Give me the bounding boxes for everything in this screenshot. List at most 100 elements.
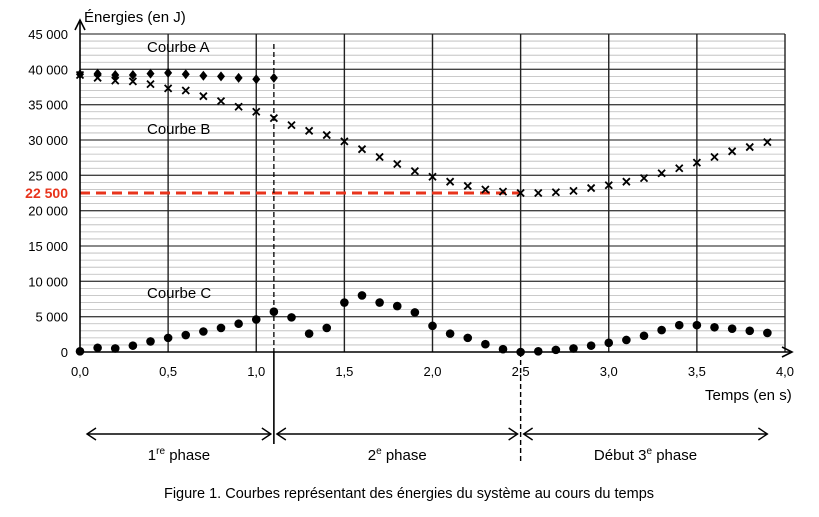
data-point-courbe-a	[181, 69, 190, 80]
data-point-courbe-c	[304, 329, 314, 338]
series-label-courbe-c: Courbe C	[147, 285, 211, 302]
phase-label: 2e phase	[368, 446, 427, 464]
data-point-courbe-b	[111, 76, 120, 85]
data-point-courbe-a	[128, 69, 137, 80]
data-point-courbe-b	[93, 73, 102, 82]
data-point-courbe-c	[445, 329, 455, 338]
x-axis-arrow	[781, 346, 794, 358]
data-point-courbe-b	[639, 174, 649, 183]
data-point-courbe-b	[551, 188, 561, 197]
data-point-courbe-c	[199, 327, 208, 336]
data-point-courbe-c	[674, 320, 684, 330]
y-tick-label: 40 000	[28, 62, 68, 77]
y-tick-label: 30 000	[28, 133, 68, 148]
y-tick-label: 20 000	[28, 204, 68, 219]
data-point-courbe-b	[410, 166, 420, 176]
data-point-courbe-c	[586, 341, 596, 350]
data-point-courbe-b	[604, 181, 613, 190]
x-tick-label: 4,0	[776, 364, 794, 379]
data-point-courbe-c	[763, 328, 772, 338]
data-point-courbe-c	[357, 291, 367, 300]
data-point-courbe-b	[586, 183, 596, 193]
data-point-courbe-b	[375, 152, 384, 162]
data-point-courbe-a	[234, 72, 243, 83]
x-tick-label: 3,0	[600, 364, 618, 379]
y-tick-label: 35 000	[28, 98, 68, 113]
data-point-courbe-c	[657, 325, 666, 335]
data-point-courbe-c	[710, 322, 719, 332]
data-point-courbe-b	[128, 77, 138, 86]
data-point-courbe-c	[498, 344, 508, 354]
data-point-courbe-c	[481, 339, 490, 349]
data-point-courbe-b	[745, 142, 754, 152]
phase-arrow-head-right	[508, 427, 519, 441]
data-point-courbe-c	[128, 341, 138, 350]
data-point-courbe-b	[481, 185, 490, 194]
data-point-courbe-a	[199, 70, 208, 81]
data-point-courbe-b	[516, 188, 525, 198]
data-point-courbe-b	[181, 86, 190, 95]
data-point-courbe-c	[234, 319, 243, 329]
data-point-courbe-b	[569, 186, 578, 196]
phase-arrow-head-left	[85, 427, 97, 441]
data-point-courbe-c	[93, 343, 102, 353]
y-tick-label: 15 000	[28, 239, 68, 254]
data-point-courbe-b	[710, 152, 719, 162]
data-point-courbe-c	[410, 308, 420, 317]
data-point-courbe-b	[727, 147, 737, 156]
y-tick-label: 25 000	[28, 168, 68, 183]
data-point-courbe-c	[604, 338, 614, 348]
data-point-courbe-b	[269, 113, 279, 123]
data-point-courbe-b	[534, 188, 543, 198]
data-point-courbe-c	[181, 330, 191, 340]
data-point-courbe-b	[340, 137, 349, 146]
data-point-courbe-b	[252, 107, 261, 116]
data-point-courbe-c	[727, 324, 737, 333]
data-point-courbe-b	[163, 84, 173, 93]
data-point-courbe-c	[163, 333, 173, 343]
data-point-courbe-a	[217, 71, 225, 82]
data-point-courbe-a	[146, 68, 155, 79]
data-point-courbe-c	[463, 333, 473, 343]
y-tick-label: 0	[61, 345, 68, 360]
data-point-courbe-c	[533, 346, 543, 356]
data-point-courbe-b	[304, 126, 314, 135]
x-tick-label: 1,0	[247, 364, 265, 379]
data-point-courbe-c	[146, 337, 155, 346]
data-point-courbe-b	[763, 137, 772, 147]
data-point-courbe-b	[428, 172, 437, 181]
data-point-courbe-a	[269, 72, 278, 83]
phase-arrow-head-left	[522, 427, 534, 441]
phase-arrow-head-right	[757, 427, 769, 441]
data-point-courbe-c	[639, 331, 649, 341]
x-tick-label: 3,5	[688, 364, 706, 379]
data-point-courbe-c	[428, 321, 437, 331]
data-point-courbe-b	[463, 181, 472, 191]
grid-layer	[80, 33, 786, 352]
x-axis-label: Temps (en s)	[705, 387, 792, 404]
label-layer: Énergies (en J) Temps (en s) Figure 1. C…	[84, 9, 792, 502]
data-point-courbe-b	[216, 96, 226, 106]
phase-layer: 1re phase 2e phase Début 3e phase	[85, 352, 769, 464]
x-tick-label: 2,0	[423, 364, 441, 379]
data-point-courbe-a	[252, 74, 261, 85]
data-point-courbe-c	[322, 323, 332, 333]
x-tick-label: 0,0	[71, 364, 89, 379]
data-point-courbe-c	[287, 313, 296, 322]
data-point-courbe-c	[340, 298, 349, 307]
data-point-courbe-b	[657, 169, 666, 178]
phase-arrow-head-left	[275, 427, 287, 441]
phase-label: 1re phase	[148, 446, 210, 464]
data-point-courbe-b	[357, 145, 367, 154]
data-point-courbe-c	[269, 307, 279, 317]
y-tick-label: 5 000	[35, 310, 68, 325]
data-point-courbe-b	[393, 159, 402, 169]
data-point-courbe-c	[392, 301, 402, 311]
data-point-courbe-c	[551, 345, 561, 355]
axis-layer: 22 500 0 5 000 10 000 15 000 20 000 25 000 30 0…	[25, 18, 794, 379]
data-point-courbe-b	[692, 158, 702, 167]
data-point-courbe-b	[322, 130, 331, 140]
data-point-courbe-b	[675, 164, 684, 173]
